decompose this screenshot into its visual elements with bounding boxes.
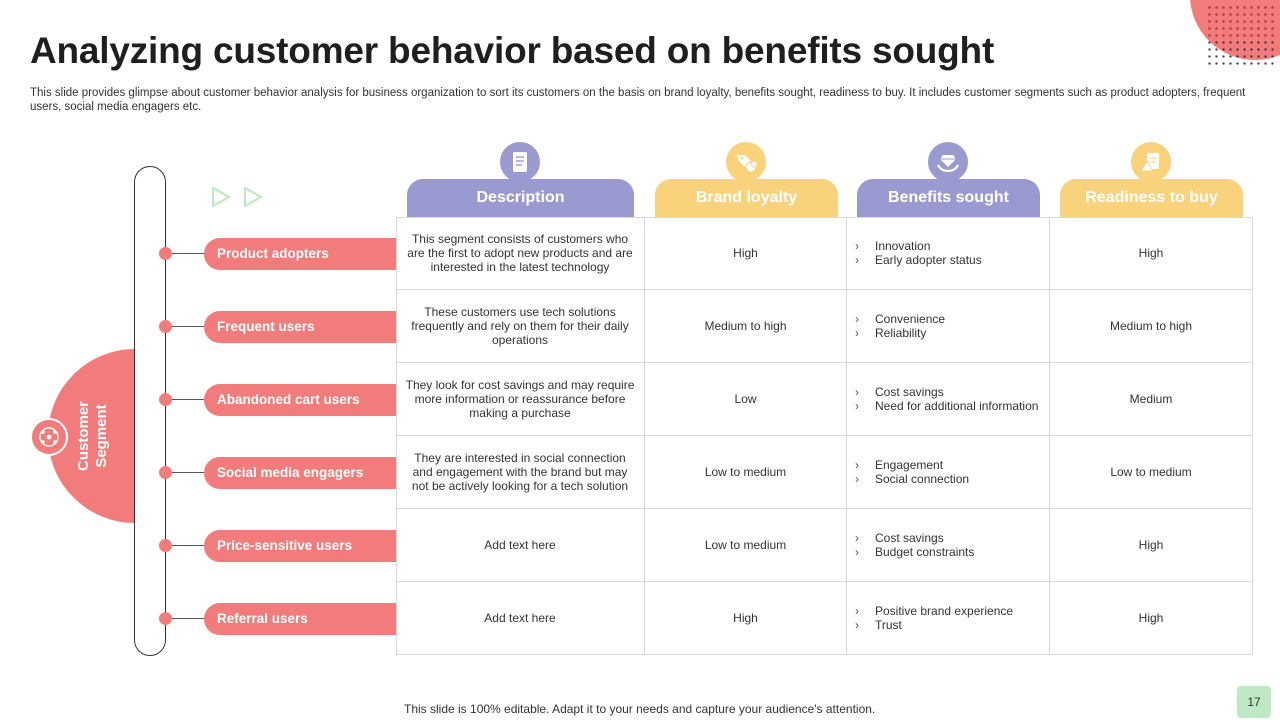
brand-loyalty-text: High xyxy=(733,611,758,625)
readiness-cell: Medium to high xyxy=(1050,290,1253,363)
row-connector-dot xyxy=(159,393,172,406)
segment-tag: Abandoned cart users xyxy=(204,383,396,416)
description-text: They look for cost savings and may requi… xyxy=(405,378,635,420)
slide-subtitle: This slide provides glimpse about custom… xyxy=(30,87,1246,113)
brand-loyalty-text: Medium to high xyxy=(704,319,787,333)
row-connector-dot xyxy=(159,539,172,552)
brand-loyalty-text: Low xyxy=(734,392,757,406)
description-cell: Add text here xyxy=(396,582,645,655)
row-connector-dot xyxy=(159,466,172,479)
segment-tag: Product adopters xyxy=(204,237,396,270)
chart-report-icon xyxy=(1129,140,1173,184)
benefits-cell: Cost savingsBudget constraints xyxy=(847,509,1050,582)
row-connector-line xyxy=(172,326,206,328)
benefits-list: ConvenienceReliability xyxy=(855,312,945,340)
brand-loyalty-cell: Low to medium xyxy=(645,436,847,509)
row-connector-line xyxy=(172,545,206,547)
readiness-text: High xyxy=(1138,246,1164,260)
page-number: 17 xyxy=(1237,686,1271,718)
description-text: Add text here xyxy=(484,611,556,625)
slide-title: Analyzing customer behavior based on ben… xyxy=(30,30,995,71)
brand-loyalty-text: Low to medium xyxy=(704,465,787,479)
description-text: This segment consists of customers who a… xyxy=(407,232,633,274)
benefit-item: Need for additional information xyxy=(855,399,1038,413)
network-people-icon xyxy=(30,418,68,456)
brand-loyalty-cell: High xyxy=(645,217,847,290)
tag-coins-icon xyxy=(724,140,768,184)
row-connector-line xyxy=(172,472,206,474)
segment-tag: Social media engagers xyxy=(204,456,396,489)
brand-loyalty-text: High xyxy=(733,246,758,260)
description-text: These customers use tech solutions frequ… xyxy=(411,305,629,347)
readiness-cell: High xyxy=(1050,217,1253,290)
description-cell: This segment consists of customers who a… xyxy=(396,217,645,290)
row-connector-dot xyxy=(159,612,172,625)
brand-loyalty-cell: Medium to high xyxy=(645,290,847,363)
benefit-item: Early adopter status xyxy=(855,253,982,267)
description-cell: Add text here xyxy=(396,509,645,582)
brand-loyalty-cell: Low xyxy=(645,363,847,436)
segment-connector-track xyxy=(134,166,166,656)
column-header-brand-loyalty: Brand loyalty xyxy=(655,179,838,217)
row-connector-line xyxy=(172,399,206,401)
segment-tag: Referral users xyxy=(204,602,396,635)
benefits-cell: EngagementSocial connection xyxy=(847,436,1050,509)
segment-tag: Price-sensitive users xyxy=(204,529,396,562)
diamond-hands-icon xyxy=(926,140,970,184)
benefit-item: Positive brand experience xyxy=(855,604,1013,618)
column-header-readiness-to-buy: Readiness to buy xyxy=(1060,179,1243,217)
benefits-cell: Positive brand experienceTrust xyxy=(847,582,1050,655)
benefits-cell: Cost savingsNeed for additional informat… xyxy=(847,363,1050,436)
readiness-cell: High xyxy=(1050,582,1253,655)
row-connector-line xyxy=(172,253,206,255)
row-connector-dot xyxy=(159,320,172,333)
readiness-text: High xyxy=(1138,538,1164,552)
benefits-list: InnovationEarly adopter status xyxy=(855,239,982,267)
benefits-list: Positive brand experienceTrust xyxy=(855,604,1013,632)
benefit-item: Budget constraints xyxy=(855,545,974,559)
footer-note: This slide is 100% editable. Adapt it to… xyxy=(404,702,876,716)
column-header-description: Description xyxy=(407,179,634,217)
brand-loyalty-cell: Low to medium xyxy=(645,509,847,582)
readiness-cell: High xyxy=(1050,509,1253,582)
segment-tag: Frequent users xyxy=(204,310,396,343)
decorative-dot-grid-overlay xyxy=(1206,4,1276,40)
readiness-text: Medium xyxy=(1129,392,1173,406)
column-header-benefits-sought: Benefits sought xyxy=(857,179,1040,217)
benefits-cell: ConvenienceReliability xyxy=(847,290,1050,363)
benefits-cell: InnovationEarly adopter status xyxy=(847,217,1050,290)
row-connector-line xyxy=(172,618,206,620)
readiness-text: Medium to high xyxy=(1109,319,1193,333)
benefits-list: EngagementSocial connection xyxy=(855,458,969,486)
segment-table: This segment consists of customers who a… xyxy=(396,217,1253,656)
benefit-item: Engagement xyxy=(855,458,969,472)
benefits-list: Cost savingsBudget constraints xyxy=(855,531,974,559)
readiness-cell: Medium xyxy=(1050,363,1253,436)
benefit-item: Cost savings xyxy=(855,385,1038,399)
benefit-item: Trust xyxy=(855,618,1013,632)
benefit-item: Reliability xyxy=(855,326,945,340)
brand-loyalty-text: Low to medium xyxy=(704,538,787,552)
readiness-text: High xyxy=(1138,611,1164,625)
readiness-cell: Low to medium xyxy=(1050,436,1253,509)
benefit-item: Convenience xyxy=(855,312,945,326)
benefit-item: Social connection xyxy=(855,472,969,486)
benefit-item: Innovation xyxy=(855,239,982,253)
readiness-text: Low to medium xyxy=(1110,465,1192,479)
description-cell: They look for cost savings and may requi… xyxy=(396,363,645,436)
row-connector-dot xyxy=(159,247,172,260)
brand-loyalty-cell: High xyxy=(645,582,847,655)
description-cell: They are interested in social connection… xyxy=(396,436,645,509)
description-cell: These customers use tech solutions frequ… xyxy=(396,290,645,363)
description-text: Add text here xyxy=(484,538,556,552)
document-icon xyxy=(498,140,542,184)
benefits-list: Cost savingsNeed for additional informat… xyxy=(855,385,1038,413)
description-text: They are interested in social connection… xyxy=(411,451,629,493)
benefit-item: Cost savings xyxy=(855,531,974,545)
